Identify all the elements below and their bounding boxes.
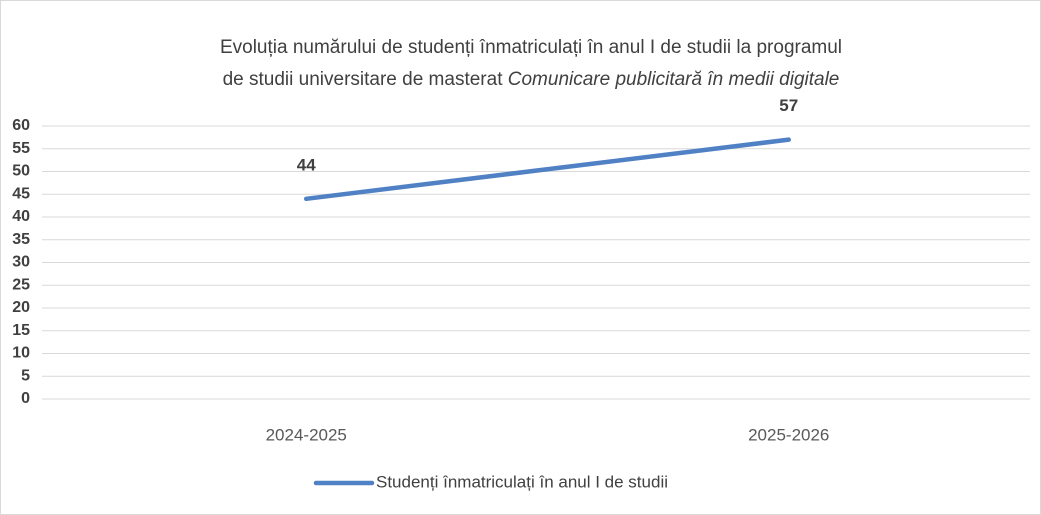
- data-line: [304, 137, 791, 202]
- data-label: 44: [297, 155, 316, 174]
- y-tick-label: 20: [12, 299, 30, 316]
- x-tick-label: 2024-2025: [266, 425, 347, 444]
- chart-title: de studii universitare de masterat Comun…: [223, 69, 840, 90]
- y-tick-label: 45: [12, 185, 30, 202]
- x-tick-label: 2025-2026: [748, 425, 829, 444]
- y-tick-label: 25: [12, 276, 30, 293]
- y-tick-label: 50: [12, 163, 30, 180]
- y-tick-label: 55: [12, 140, 30, 157]
- chart-title: Evoluția numărului de studenți înmatricu…: [220, 37, 842, 58]
- y-tick-label: 10: [12, 345, 30, 362]
- y-tick-label: 40: [12, 208, 30, 225]
- y-tick-label: 35: [12, 231, 30, 248]
- chart-title-part: de studii universitare de masterat: [223, 69, 504, 90]
- y-tick-label: 5: [21, 367, 30, 384]
- y-tick-label: 30: [12, 254, 30, 271]
- y-tick-label: 60: [12, 117, 30, 134]
- legend-label: Studenți înmatriculați în anul I de stud…: [376, 472, 668, 491]
- chart-title-italic: Comunicare publicitară în medii digitale: [508, 69, 840, 90]
- y-tick-label: 15: [12, 322, 30, 339]
- data-label: 57: [779, 96, 798, 115]
- y-tick-label: 0: [21, 390, 30, 407]
